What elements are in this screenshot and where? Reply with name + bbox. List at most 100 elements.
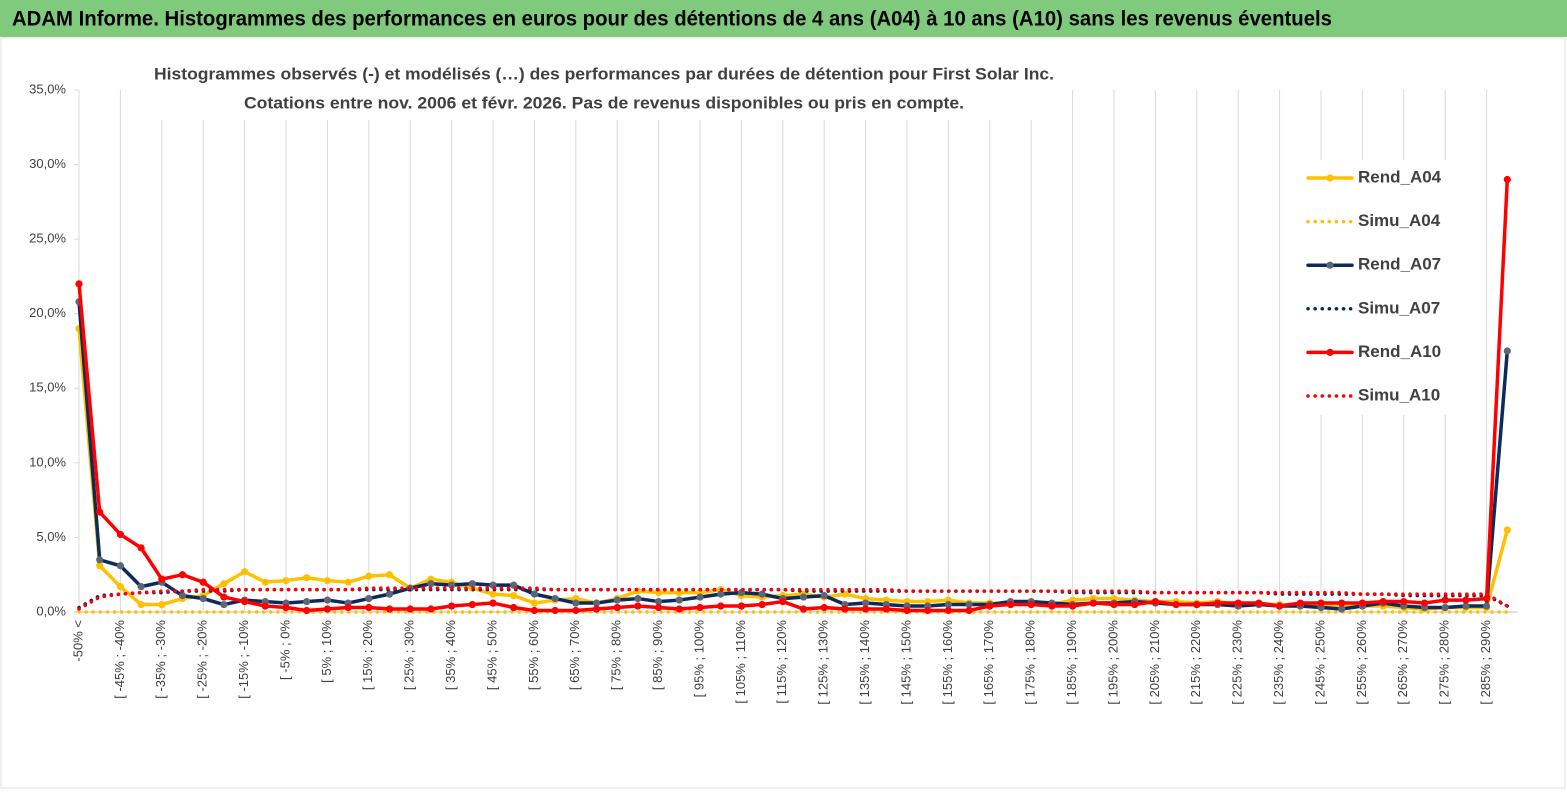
x-tick-label: [ 15% ; 20% [360,620,375,691]
legend-marker [1326,261,1334,269]
x-tick-label: [ 215% ; 220% [1188,620,1203,705]
series-marker [116,583,124,591]
series-marker [924,606,932,615]
legend-label: Rend_A10 [1358,342,1441,361]
series-marker [1089,599,1097,607]
x-tick-label: [ 155% ; 160% [940,620,955,705]
series-marker [1400,597,1408,606]
series-marker [551,606,559,615]
legend-box [1300,160,1450,415]
legend-label: Simu_A10 [1358,385,1440,404]
x-tick-label: [ 185% ; 190% [1064,620,1079,705]
x-tick-label: [ 205% ; 210% [1147,620,1162,705]
x-tick-label: [ 5% ; 10% [319,620,334,683]
x-tick-label: [ 165% ; 170% [981,620,996,705]
series-marker [1503,175,1511,184]
y-tick-label: 0,0% [36,603,66,618]
series-marker [1420,599,1429,607]
series-marker [323,577,331,585]
series-marker [613,603,621,612]
legend-label: Rend_A04 [1358,167,1442,186]
x-tick-label: -50% < [70,620,85,662]
x-tick-label: [ -5% ; 0% [277,620,292,680]
series-marker [634,602,642,610]
series-marker [365,594,373,603]
x-tick-label: [ 275% ; 280% [1437,620,1452,705]
series-marker [220,593,228,601]
series-marker [965,600,973,609]
series-marker [241,568,249,576]
x-tick-label: [ -25% ; -20% [195,620,210,699]
series-marker [655,603,663,612]
x-tick-label: [ 45% ; 50% [484,620,499,691]
series-marker [344,578,352,586]
series-marker [634,594,642,603]
series-marker [96,556,104,564]
series-marker [137,600,145,609]
series-marker [1193,600,1201,609]
legend-marker [1326,174,1334,182]
series-marker [862,599,870,607]
series-marker [1213,599,1222,607]
series-marker [779,597,787,606]
series-marker [1069,602,1077,610]
series-marker [137,583,145,591]
series-marker [489,590,497,598]
series-marker [303,574,311,582]
series-marker [1110,600,1118,609]
series-marker [323,596,331,604]
x-tick-label: [ 135% ; 140% [857,620,872,705]
series-marker [758,600,766,609]
series-marker [986,602,994,610]
series-marker [427,580,435,588]
series-marker [717,590,725,598]
series-marker [675,605,683,613]
series-marker [944,600,953,609]
x-tick-label: [ 285% ; 290% [1478,620,1493,705]
series-marker [303,606,311,615]
series-marker [613,596,621,604]
series-marker [1234,599,1242,607]
y-tick-label: 15,0% [29,380,66,395]
x-tick-label: [ 195% ; 200% [1105,620,1120,705]
x-tick-label: [ -35% ; -30% [153,620,168,699]
series-marker [882,605,890,613]
series-marker [1296,599,1304,607]
series-marker [572,599,580,607]
y-tick-label: 20,0% [29,305,66,320]
x-tick-label: [ 175% ; 180% [1023,620,1038,705]
series-marker [241,597,249,606]
y-tick-label: 5,0% [36,529,66,544]
series-marker [1006,600,1015,609]
x-tick-label: [ -45% ; -40% [112,620,127,699]
series-marker [1441,603,1449,612]
series-marker [592,605,601,613]
series-marker [1048,602,1056,610]
x-tick-label: [ 125% ; 130% [816,620,831,705]
series-marker [261,578,269,586]
series-marker [530,599,539,607]
series-marker [282,603,290,612]
series-marker [137,544,145,552]
series-marker [1483,594,1491,603]
y-tick-label: 35,0% [29,81,66,96]
chart-title: Cotations entre nov. 2006 et févr. 2026.… [244,93,964,112]
chart-frame [0,37,1566,789]
series-marker [799,605,808,613]
series-marker [655,597,663,606]
series-marker [427,605,435,613]
series-marker [365,572,373,580]
series-marker [530,590,539,598]
x-tick-label: [ 225% ; 230% [1230,620,1245,705]
x-tick-label: [ 95% ; 100% [691,620,706,698]
series-marker [158,600,166,609]
series-marker [220,600,228,609]
series-marker [448,602,456,610]
legend-label: Simu_A07 [1358,298,1440,317]
x-tick-label: [ 75% ; 80% [609,620,624,691]
series-marker [820,591,828,600]
series-marker [448,581,456,589]
x-tick-label: [ -15% ; -10% [236,620,251,699]
series-marker [1338,605,1346,613]
